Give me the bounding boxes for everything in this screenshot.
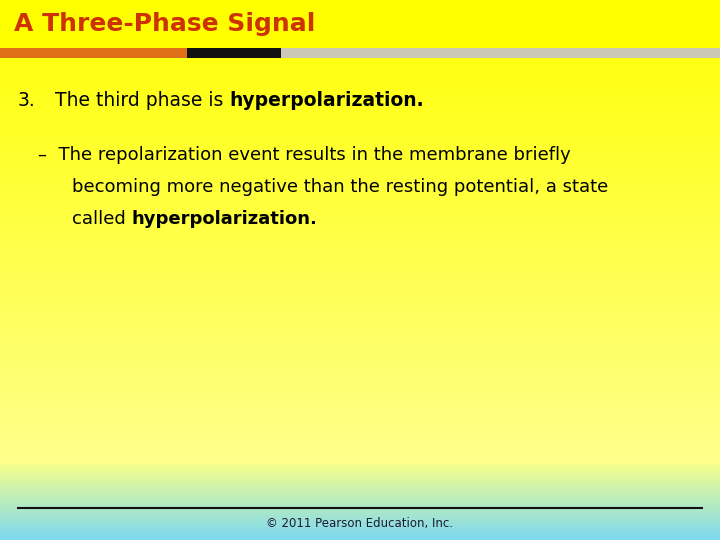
Bar: [0, 0, 720, 50]
Text: –  The repolarization event results in the membrane briefly: – The repolarization event results in th…: [38, 146, 571, 164]
Text: called: called: [72, 210, 132, 228]
Text: A Three-Phase Signal: A Three-Phase Signal: [14, 12, 315, 36]
Text: becoming more negative than the resting potential, a state: becoming more negative than the resting …: [72, 178, 608, 196]
Text: 3.: 3.: [18, 91, 36, 110]
Bar: [0, 48, 187, 58]
Bar: [281, 48, 720, 58]
Text: © 2011 Pearson Education, Inc.: © 2011 Pearson Education, Inc.: [266, 517, 454, 530]
Text: hyperpolarization.: hyperpolarization.: [230, 91, 424, 110]
Text: hyperpolarization.: hyperpolarization.: [132, 210, 318, 228]
Text: The third phase is: The third phase is: [55, 91, 230, 110]
Bar: [187, 48, 281, 58]
